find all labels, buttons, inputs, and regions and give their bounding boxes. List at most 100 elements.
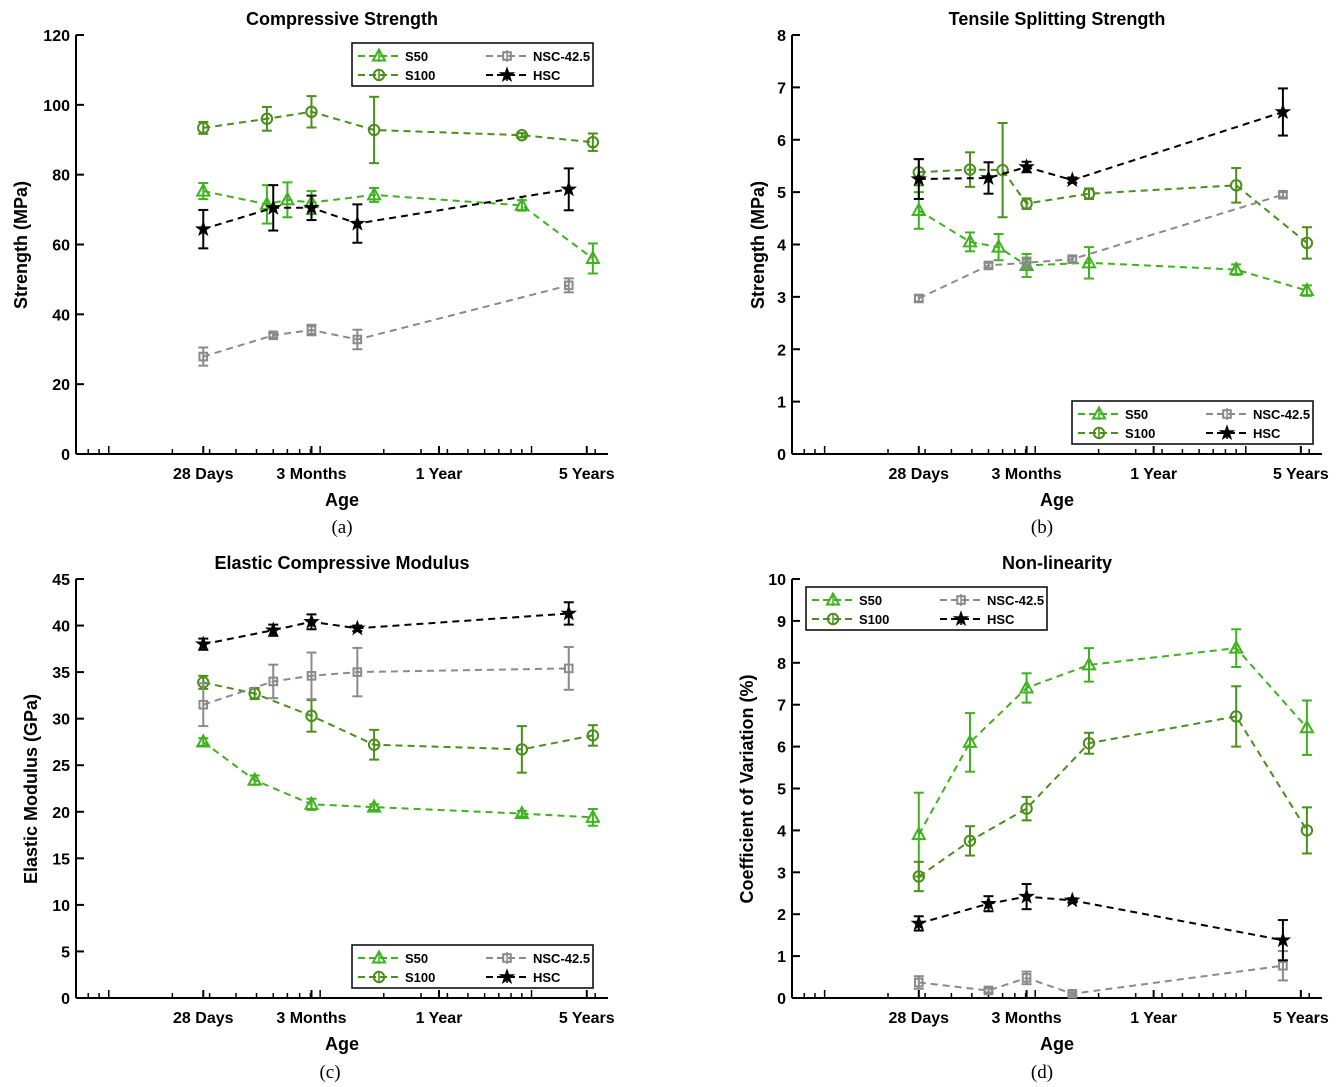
plot-area: 0 20 40 60 80 100 120 28 Days 3 Months 1 Year 5 Ye… bbox=[43, 28, 614, 483]
data-point bbox=[586, 135, 600, 149]
legend-marker bbox=[372, 970, 386, 984]
data-point bbox=[560, 180, 578, 197]
series-s50 bbox=[195, 181, 601, 275]
legend-label: HSC bbox=[533, 68, 561, 83]
data-point bbox=[563, 663, 574, 674]
data-point bbox=[962, 733, 978, 748]
y-tick-label: 4 bbox=[777, 238, 786, 255]
legend-label: S100 bbox=[405, 970, 435, 985]
y-tick-label: 6 bbox=[777, 133, 786, 150]
series-nsc bbox=[913, 950, 1288, 999]
legend-entry-s50: S50 bbox=[358, 949, 428, 966]
data-point bbox=[1278, 960, 1288, 971]
series-nsc bbox=[913, 189, 1288, 304]
legend-entry-nsc: NSC-42.5 bbox=[486, 951, 590, 966]
data-point bbox=[1064, 891, 1081, 908]
x-axis-label: Age bbox=[325, 1034, 359, 1054]
data-point bbox=[1082, 737, 1096, 750]
data-point bbox=[585, 808, 601, 823]
x-tick-label: 1 Year bbox=[1130, 1010, 1177, 1027]
data-point bbox=[197, 121, 210, 135]
legend-entry-s100: S100 bbox=[358, 68, 435, 83]
data-point bbox=[198, 351, 209, 362]
data-point bbox=[303, 795, 320, 810]
legend-entry-s50: S50 bbox=[358, 47, 428, 64]
panel-b: Tensile Splitting Strength Age Strength … bbox=[748, 9, 1329, 538]
y-tick-label: 25 bbox=[52, 758, 70, 775]
x-tick-label: 3 Months bbox=[991, 466, 1061, 483]
y-tick-label: 60 bbox=[52, 238, 70, 255]
legend-label: NSC-42.5 bbox=[1253, 407, 1310, 422]
legend: S50 NSC-42.5 S100 HSC bbox=[351, 42, 594, 87]
legend-entry-hsc: HSC bbox=[486, 66, 561, 83]
x-tick-label: 3 Months bbox=[276, 1010, 346, 1027]
data-point bbox=[1021, 258, 1032, 268]
x-tick-label: 3 Months bbox=[991, 1010, 1061, 1027]
series-line bbox=[203, 110, 593, 144]
data-point bbox=[1067, 254, 1078, 264]
data-point bbox=[515, 129, 529, 142]
y-tick-label: 5 bbox=[777, 185, 786, 202]
y-tick-label: 40 bbox=[52, 619, 70, 636]
plot-area: 0 1 2 3 4 5 6 7 8 28 Days 3 Months 1 Year 5 Years S50… bbox=[777, 28, 1329, 483]
data-point bbox=[1228, 639, 1244, 654]
legend-marker bbox=[502, 51, 512, 61]
legend-label: S50 bbox=[1125, 407, 1148, 422]
y-tick-label: 120 bbox=[43, 28, 70, 45]
data-point bbox=[911, 826, 927, 841]
data-point bbox=[305, 105, 318, 119]
series-hsc bbox=[910, 87, 1292, 200]
legend: S50 NSC-42.5 S100 HSC bbox=[1071, 400, 1314, 445]
legend-marker bbox=[956, 595, 966, 605]
data-point bbox=[563, 280, 574, 291]
data-point bbox=[1278, 189, 1288, 200]
data-point bbox=[1082, 187, 1096, 200]
legend-marker bbox=[372, 68, 386, 82]
legend-entry-hsc: HSC bbox=[486, 968, 561, 985]
data-point bbox=[349, 214, 366, 231]
x-tick-label: 5 Years bbox=[1273, 466, 1329, 483]
series-s50 bbox=[911, 628, 1315, 878]
data-point bbox=[1229, 710, 1243, 723]
data-point bbox=[910, 170, 928, 187]
panel-title: Non-linearity bbox=[1002, 553, 1112, 573]
panel-title: Compressive Strength bbox=[246, 9, 438, 29]
legend-label: NSC-42.5 bbox=[533, 49, 590, 64]
data-point bbox=[1300, 236, 1314, 250]
legend: S50 NSC-42.5 S100 HSC bbox=[351, 944, 594, 989]
data-point bbox=[996, 163, 1009, 177]
series-line bbox=[918, 964, 1284, 995]
data-point bbox=[1299, 282, 1315, 297]
data-point bbox=[912, 870, 925, 883]
legend-entry-s50: S50 bbox=[812, 591, 882, 608]
panel-d: Non-linearity Age Coefficient of Variati… bbox=[737, 553, 1329, 1083]
data-point bbox=[366, 798, 382, 813]
legend-label: NSC-42.5 bbox=[533, 951, 590, 966]
series-s100 bbox=[912, 121, 1314, 260]
series-line bbox=[917, 647, 1308, 836]
data-point bbox=[260, 112, 274, 126]
y-tick-label: 9 bbox=[777, 614, 786, 631]
y-tick-label: 10 bbox=[52, 898, 70, 915]
y-tick-label: 10 bbox=[768, 572, 786, 589]
y-tick-label: 100 bbox=[43, 98, 70, 115]
panel-a: Compressive Strength Age Strength (MPa) … bbox=[11, 9, 615, 538]
data-point bbox=[246, 771, 263, 786]
legend-box bbox=[351, 42, 594, 87]
x-tick-label: 28 Days bbox=[889, 466, 950, 483]
legend-entry-s50: S50 bbox=[1078, 405, 1148, 422]
data-point bbox=[1274, 931, 1292, 948]
series-line bbox=[203, 190, 594, 260]
y-tick-label: 30 bbox=[52, 712, 70, 729]
legend-label: S100 bbox=[405, 68, 435, 83]
legend-box bbox=[1071, 400, 1314, 445]
y-tick-label: 40 bbox=[52, 307, 70, 324]
data-point bbox=[264, 621, 282, 638]
legend-marker bbox=[498, 968, 516, 985]
data-point bbox=[198, 699, 209, 710]
data-point bbox=[560, 604, 578, 621]
legend-entry-nsc: NSC-42.5 bbox=[486, 49, 590, 64]
series-line bbox=[202, 741, 593, 819]
legend-label: S100 bbox=[859, 612, 889, 627]
